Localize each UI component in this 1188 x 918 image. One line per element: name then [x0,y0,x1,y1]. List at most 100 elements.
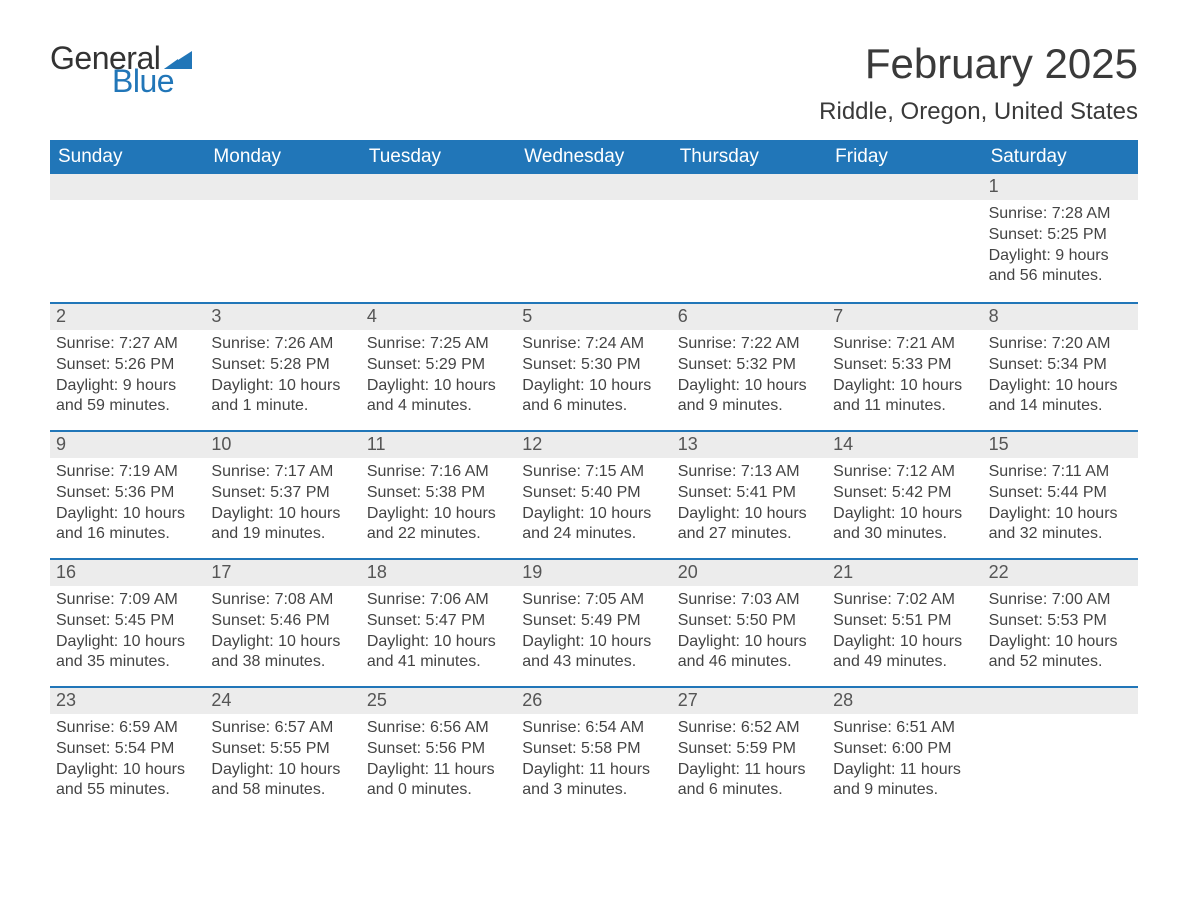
week-row: 9Sunrise: 7:19 AMSunset: 5:36 PMDaylight… [50,430,1138,558]
sunrise-line: Sunrise: 7:19 AM [56,462,199,483]
day-cell: 15Sunrise: 7:11 AMSunset: 5:44 PMDayligh… [983,432,1138,558]
logo: General Blue [50,40,192,100]
day-cell: 19Sunrise: 7:05 AMSunset: 5:49 PMDayligh… [516,560,671,686]
day-body: Sunrise: 7:06 AMSunset: 5:47 PMDaylight:… [361,586,516,677]
day-number: 7 [827,304,982,330]
daylight-line: Daylight: 10 hours and 16 minutes. [56,504,199,546]
sunrise-line: Sunrise: 6:52 AM [678,718,821,739]
dow-cell: Sunday [50,140,205,174]
day-number: 14 [827,432,982,458]
sunset-line: Sunset: 5:49 PM [522,611,665,632]
day-number: 25 [361,688,516,714]
day-body: Sunrise: 7:05 AMSunset: 5:49 PMDaylight:… [516,586,671,677]
daylight-line: Daylight: 9 hours and 56 minutes. [989,246,1132,288]
sunset-line: Sunset: 5:54 PM [56,739,199,760]
sunrise-line: Sunrise: 7:09 AM [56,590,199,611]
sunrise-line: Sunrise: 7:11 AM [989,462,1132,483]
location: Riddle, Oregon, United States [819,98,1138,126]
day-body: Sunrise: 6:52 AMSunset: 5:59 PMDaylight:… [672,714,827,805]
sunrise-line: Sunrise: 7:24 AM [522,334,665,355]
sunset-line: Sunset: 5:55 PM [211,739,354,760]
day-cell [672,174,827,302]
day-number: 15 [983,432,1138,458]
day-cell [827,174,982,302]
day-cell [516,174,671,302]
sunrise-line: Sunrise: 7:16 AM [367,462,510,483]
day-body: Sunrise: 7:03 AMSunset: 5:50 PMDaylight:… [672,586,827,677]
day-cell: 9Sunrise: 7:19 AMSunset: 5:36 PMDaylight… [50,432,205,558]
sunrise-line: Sunrise: 7:06 AM [367,590,510,611]
sunset-line: Sunset: 6:00 PM [833,739,976,760]
day-cell: 23Sunrise: 6:59 AMSunset: 5:54 PMDayligh… [50,688,205,814]
day-body: Sunrise: 6:51 AMSunset: 6:00 PMDaylight:… [827,714,982,805]
day-cell: 13Sunrise: 7:13 AMSunset: 5:41 PMDayligh… [672,432,827,558]
sunrise-line: Sunrise: 7:00 AM [989,590,1132,611]
weeks-container: 1Sunrise: 7:28 AMSunset: 5:25 PMDaylight… [50,174,1138,814]
sunset-line: Sunset: 5:38 PM [367,483,510,504]
day-number [983,688,1138,714]
sunrise-line: Sunrise: 7:05 AM [522,590,665,611]
day-cell: 6Sunrise: 7:22 AMSunset: 5:32 PMDaylight… [672,304,827,430]
week-row: 23Sunrise: 6:59 AMSunset: 5:54 PMDayligh… [50,686,1138,814]
day-body: Sunrise: 7:17 AMSunset: 5:37 PMDaylight:… [205,458,360,549]
daylight-line: Daylight: 10 hours and 35 minutes. [56,632,199,674]
day-number: 10 [205,432,360,458]
day-number: 22 [983,560,1138,586]
daylight-line: Daylight: 10 hours and 52 minutes. [989,632,1132,674]
sunset-line: Sunset: 5:45 PM [56,611,199,632]
sunrise-line: Sunrise: 7:17 AM [211,462,354,483]
day-body: Sunrise: 7:00 AMSunset: 5:53 PMDaylight:… [983,586,1138,677]
sunrise-line: Sunrise: 7:20 AM [989,334,1132,355]
day-number: 26 [516,688,671,714]
dow-cell: Monday [205,140,360,174]
sunset-line: Sunset: 5:59 PM [678,739,821,760]
day-number: 5 [516,304,671,330]
day-body: Sunrise: 7:19 AMSunset: 5:36 PMDaylight:… [50,458,205,549]
header: General Blue February 2025 Riddle, Orego… [50,40,1138,126]
day-body: Sunrise: 7:27 AMSunset: 5:26 PMDaylight:… [50,330,205,421]
sunrise-line: Sunrise: 7:15 AM [522,462,665,483]
day-body [672,200,827,208]
sunset-line: Sunset: 5:56 PM [367,739,510,760]
day-body [361,200,516,208]
day-cell: 10Sunrise: 7:17 AMSunset: 5:37 PMDayligh… [205,432,360,558]
sunrise-line: Sunrise: 7:27 AM [56,334,199,355]
day-cell: 26Sunrise: 6:54 AMSunset: 5:58 PMDayligh… [516,688,671,814]
day-body [516,200,671,208]
day-body: Sunrise: 7:24 AMSunset: 5:30 PMDaylight:… [516,330,671,421]
day-number: 1 [983,174,1138,200]
sunrise-line: Sunrise: 7:12 AM [833,462,976,483]
day-number: 8 [983,304,1138,330]
day-cell: 16Sunrise: 7:09 AMSunset: 5:45 PMDayligh… [50,560,205,686]
day-number: 4 [361,304,516,330]
day-number: 19 [516,560,671,586]
sunset-line: Sunset: 5:26 PM [56,355,199,376]
daylight-line: Daylight: 10 hours and 27 minutes. [678,504,821,546]
sunset-line: Sunset: 5:58 PM [522,739,665,760]
daylight-line: Daylight: 10 hours and 49 minutes. [833,632,976,674]
month-title: February 2025 [819,40,1138,88]
day-body: Sunrise: 7:08 AMSunset: 5:46 PMDaylight:… [205,586,360,677]
day-body: Sunrise: 7:25 AMSunset: 5:29 PMDaylight:… [361,330,516,421]
day-number: 12 [516,432,671,458]
sunset-line: Sunset: 5:32 PM [678,355,821,376]
day-cell: 17Sunrise: 7:08 AMSunset: 5:46 PMDayligh… [205,560,360,686]
day-cell: 8Sunrise: 7:20 AMSunset: 5:34 PMDaylight… [983,304,1138,430]
day-cell [205,174,360,302]
sunrise-line: Sunrise: 7:28 AM [989,204,1132,225]
day-of-week-header: SundayMondayTuesdayWednesdayThursdayFrid… [50,140,1138,174]
sunset-line: Sunset: 5:33 PM [833,355,976,376]
day-number: 13 [672,432,827,458]
day-cell: 14Sunrise: 7:12 AMSunset: 5:42 PMDayligh… [827,432,982,558]
day-number: 3 [205,304,360,330]
sunset-line: Sunset: 5:53 PM [989,611,1132,632]
daylight-line: Daylight: 10 hours and 4 minutes. [367,376,510,418]
week-row: 16Sunrise: 7:09 AMSunset: 5:45 PMDayligh… [50,558,1138,686]
day-cell: 21Sunrise: 7:02 AMSunset: 5:51 PMDayligh… [827,560,982,686]
daylight-line: Daylight: 11 hours and 9 minutes. [833,760,976,802]
sunset-line: Sunset: 5:30 PM [522,355,665,376]
sunset-line: Sunset: 5:40 PM [522,483,665,504]
day-cell: 1Sunrise: 7:28 AMSunset: 5:25 PMDaylight… [983,174,1138,302]
day-body: Sunrise: 7:12 AMSunset: 5:42 PMDaylight:… [827,458,982,549]
day-cell: 25Sunrise: 6:56 AMSunset: 5:56 PMDayligh… [361,688,516,814]
